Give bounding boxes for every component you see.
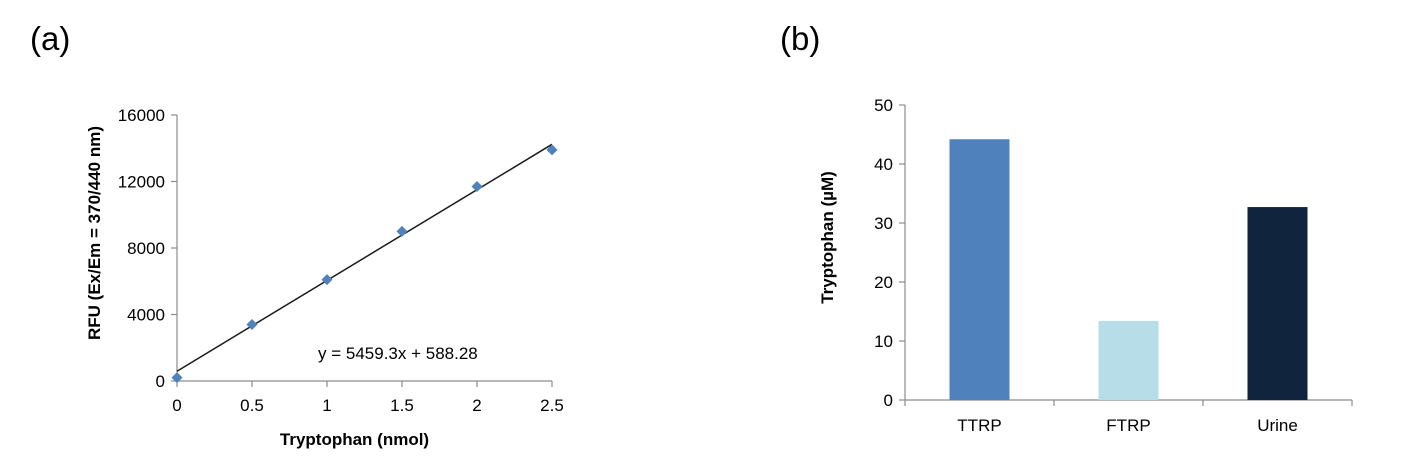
x-tick-label: 2 <box>472 396 481 415</box>
y-tick-label: 20 <box>874 273 893 292</box>
trendline <box>176 143 553 372</box>
y-axis-title: Tryptophan (µM) <box>818 171 837 304</box>
x-axis-title: Tryptophan (nmol) <box>280 430 429 449</box>
category-label: TTRP <box>957 416 1001 435</box>
scatter-chart: 0 4000 8000 12000 16000 0 0.5 1 1.5 2 2.5 y = 5459.… <box>85 106 564 449</box>
y-tick-label: 40 <box>874 155 893 174</box>
x-tick-label: 0 <box>172 396 181 415</box>
y-tick-label: 4000 <box>127 306 165 325</box>
category-label: FTRP <box>1106 416 1150 435</box>
y-tick-label: 10 <box>874 332 893 351</box>
data-point <box>546 144 558 156</box>
x-tick-label: 1.5 <box>390 396 414 415</box>
data-point <box>171 372 183 384</box>
y-tick-label: 0 <box>884 391 893 410</box>
data-point <box>321 274 333 286</box>
y-tick-label: 0 <box>156 372 165 391</box>
y-tick-label: 50 <box>874 96 893 115</box>
y-axis-title: RFU (Ex/Em = 370/440 nm) <box>85 126 104 340</box>
y-tick-label: 8000 <box>127 239 165 258</box>
bar-chart: 0 10 20 30 40 50 TTRP FTRP Urine Tryptophan (µM) <box>818 96 1353 435</box>
data-point <box>396 225 408 237</box>
panel-label-a: (a) <box>30 20 70 57</box>
equation-annotation: y = 5459.3x + 588.28 <box>318 344 478 363</box>
category-label: Urine <box>1257 416 1298 435</box>
y-tick-label: 12000 <box>118 173 165 192</box>
data-point <box>246 318 258 330</box>
x-tick-label: 2.5 <box>540 396 564 415</box>
bar <box>949 139 1010 400</box>
bar <box>1247 207 1308 400</box>
data-point <box>471 180 483 192</box>
panel-label-b: (b) <box>780 20 820 57</box>
x-tick-label: 1 <box>322 396 331 415</box>
y-tick-label: 16000 <box>118 106 165 125</box>
x-tick-label: 0.5 <box>240 396 264 415</box>
bar <box>1098 320 1159 400</box>
y-tick-label: 30 <box>874 214 893 233</box>
